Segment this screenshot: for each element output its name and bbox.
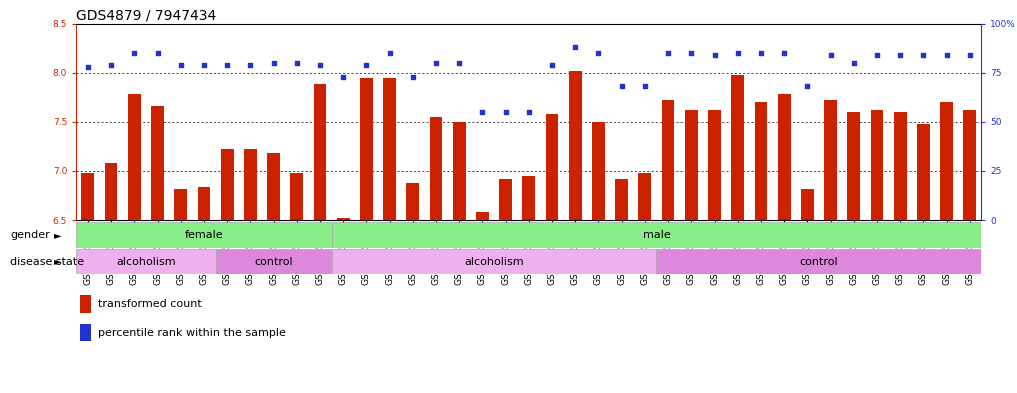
Bar [523, 176, 535, 220]
Text: control: control [799, 257, 838, 266]
Bar [546, 114, 558, 220]
Point [544, 62, 560, 68]
Text: alcoholism: alcoholism [116, 257, 176, 266]
Point [869, 52, 885, 58]
Bar [76, 249, 216, 274]
Bar [499, 179, 512, 220]
Bar [731, 75, 744, 220]
Bar [847, 112, 860, 220]
Bar [963, 110, 976, 220]
Bar [360, 78, 373, 220]
Point [405, 73, 421, 80]
Point [474, 109, 490, 115]
Point [637, 83, 653, 90]
Point [613, 83, 630, 90]
Point [590, 50, 606, 56]
Bar [871, 110, 884, 220]
Bar [657, 249, 981, 274]
Point [335, 73, 351, 80]
Point [892, 52, 908, 58]
Bar [81, 173, 95, 220]
Bar [708, 110, 721, 220]
Point [428, 60, 444, 66]
Bar [313, 84, 326, 220]
Point [707, 52, 723, 58]
Point [79, 64, 96, 70]
Point [497, 109, 514, 115]
Point [729, 50, 745, 56]
Bar [79, 295, 91, 312]
Point [753, 50, 769, 56]
Text: male: male [643, 230, 670, 240]
Point [219, 62, 235, 68]
Bar [569, 71, 582, 220]
Bar [684, 110, 698, 220]
Point [242, 62, 258, 68]
Bar [639, 173, 651, 220]
Point [358, 62, 374, 68]
Text: alcoholism: alcoholism [464, 257, 524, 266]
Text: control: control [254, 257, 293, 266]
Bar [216, 249, 332, 274]
Point [265, 60, 282, 66]
Bar [244, 149, 256, 220]
Bar [332, 222, 981, 248]
Point [567, 44, 584, 50]
Bar [476, 212, 489, 220]
Point [823, 52, 839, 58]
Point [915, 52, 932, 58]
Bar [662, 100, 674, 220]
Point [845, 60, 861, 66]
Bar [332, 249, 657, 274]
Bar [383, 78, 396, 220]
Bar [407, 183, 419, 220]
Bar [824, 100, 837, 220]
Bar [76, 222, 332, 248]
Point [776, 50, 792, 56]
Text: percentile rank within the sample: percentile rank within the sample [98, 328, 286, 338]
Bar [940, 102, 953, 220]
Bar [267, 153, 280, 220]
Bar [291, 173, 303, 220]
Text: ►: ► [54, 230, 62, 240]
Bar [152, 106, 164, 220]
Point [521, 109, 537, 115]
Bar [79, 324, 91, 342]
Point [452, 60, 468, 66]
Bar [453, 122, 466, 220]
Point [126, 50, 142, 56]
Bar [128, 94, 140, 220]
Point [149, 50, 166, 56]
Bar [429, 117, 442, 220]
Bar [778, 94, 790, 220]
Text: transformed count: transformed count [98, 299, 201, 309]
Point [103, 62, 119, 68]
Point [289, 60, 305, 66]
Bar [917, 124, 930, 220]
Point [962, 52, 978, 58]
Point [381, 50, 398, 56]
Point [196, 62, 213, 68]
Text: gender: gender [10, 230, 50, 240]
Bar [755, 102, 767, 220]
Bar [801, 189, 814, 220]
Bar [221, 149, 234, 220]
Bar [615, 179, 629, 220]
Point [939, 52, 955, 58]
Bar [197, 187, 211, 220]
Text: female: female [185, 230, 224, 240]
Text: ►: ► [54, 257, 62, 266]
Text: GDS4879 / 7947434: GDS4879 / 7947434 [76, 8, 217, 22]
Text: disease state: disease state [10, 257, 84, 266]
Bar [174, 189, 187, 220]
Bar [592, 122, 605, 220]
Point [312, 62, 328, 68]
Bar [894, 112, 906, 220]
Point [660, 50, 676, 56]
Point [173, 62, 189, 68]
Point [683, 50, 700, 56]
Bar [337, 218, 350, 220]
Bar [105, 163, 118, 220]
Point [799, 83, 816, 90]
